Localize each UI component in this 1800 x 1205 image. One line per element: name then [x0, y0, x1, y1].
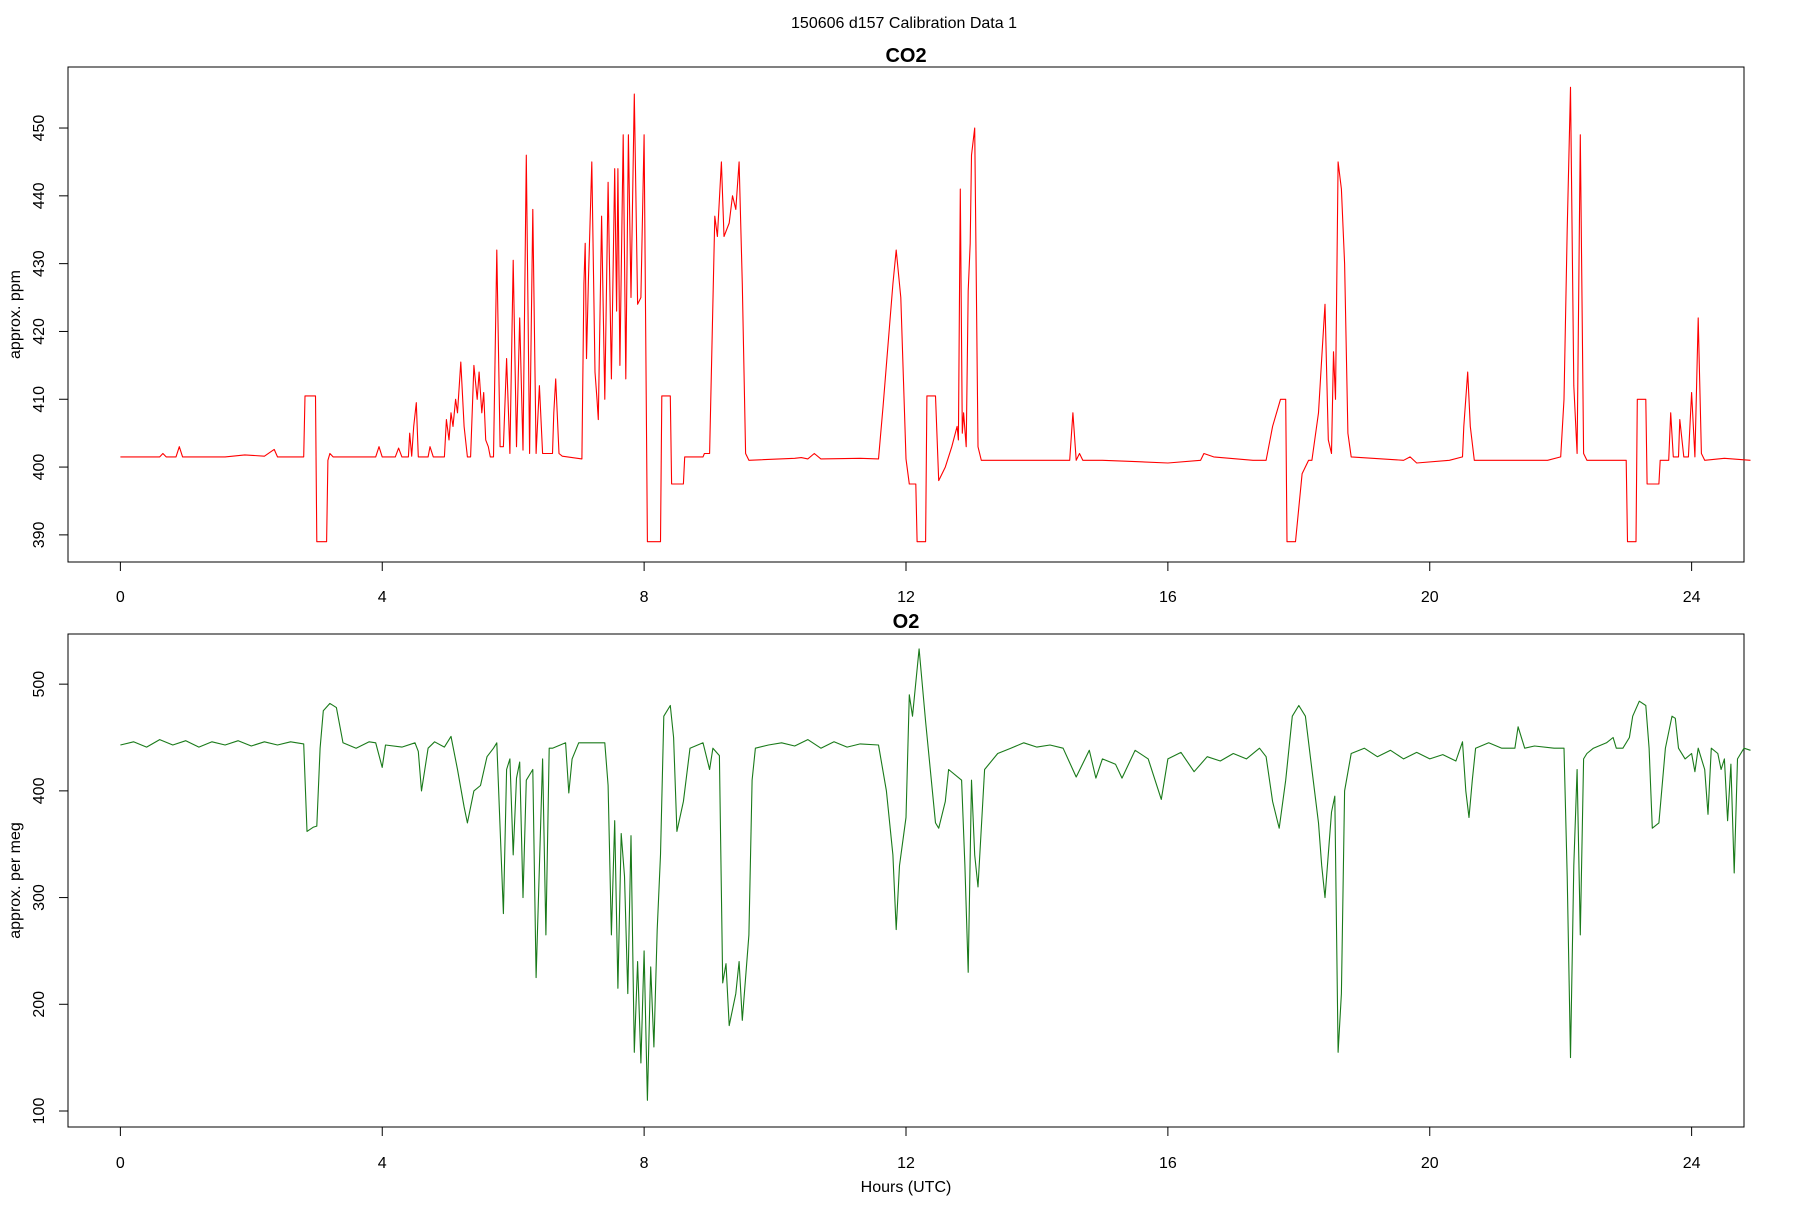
x-tick-label: 12 — [897, 589, 915, 606]
x-tick-label: 20 — [1421, 1155, 1439, 1172]
y-tick-label: 450 — [31, 115, 48, 142]
x-tick-label: 16 — [1159, 589, 1177, 606]
panel-title: O2 — [893, 611, 920, 633]
chart-panel-o2: O2 0 4 8 12 16 20 24 100 200 300 400 500 approx. per … — [7, 611, 1751, 1196]
y-tick-label: 400 — [31, 454, 48, 481]
y-tick-label: 440 — [31, 182, 48, 209]
chart-panel-co2: CO2 0 4 8 12 16 20 24 390 400 410 420 430 440 450 appro… — [7, 45, 1751, 606]
y-tick-label: 300 — [31, 884, 48, 911]
x-tick-label: 8 — [640, 589, 649, 606]
x-tick-label: 12 — [897, 1155, 915, 1172]
y-axis-label: approx. per meg — [7, 822, 24, 939]
x-tick-label: 4 — [378, 589, 387, 606]
y-tick-label: 410 — [31, 386, 48, 413]
panel-title: CO2 — [885, 45, 926, 67]
y-tick-label: 420 — [31, 318, 48, 345]
x-tick-label: 0 — [116, 589, 125, 606]
y-tick-label: 430 — [31, 250, 48, 277]
y-axis-label: approx. ppm — [7, 270, 24, 359]
x-tick-label: 4 — [378, 1155, 387, 1172]
page-title: 150606 d157 Calibration Data 1 — [791, 15, 1017, 32]
y-tick-label: 400 — [31, 777, 48, 804]
series-line-co2 — [120, 86, 1751, 543]
y-tick-label: 200 — [31, 991, 48, 1018]
x-tick-label: 16 — [1159, 1155, 1177, 1172]
x-tick-label: 24 — [1683, 1155, 1701, 1172]
y-tick-label: 390 — [31, 521, 48, 548]
x-axis-label: Hours (UTC) — [861, 1179, 952, 1196]
series-line-o2 — [120, 648, 1751, 1101]
x-tick-label: 24 — [1683, 589, 1701, 606]
y-tick-label: 500 — [31, 671, 48, 698]
x-tick-label: 8 — [640, 1155, 649, 1172]
x-tick-label: 20 — [1421, 589, 1439, 606]
x-tick-label: 0 — [116, 1155, 125, 1172]
y-tick-label: 100 — [31, 1098, 48, 1125]
